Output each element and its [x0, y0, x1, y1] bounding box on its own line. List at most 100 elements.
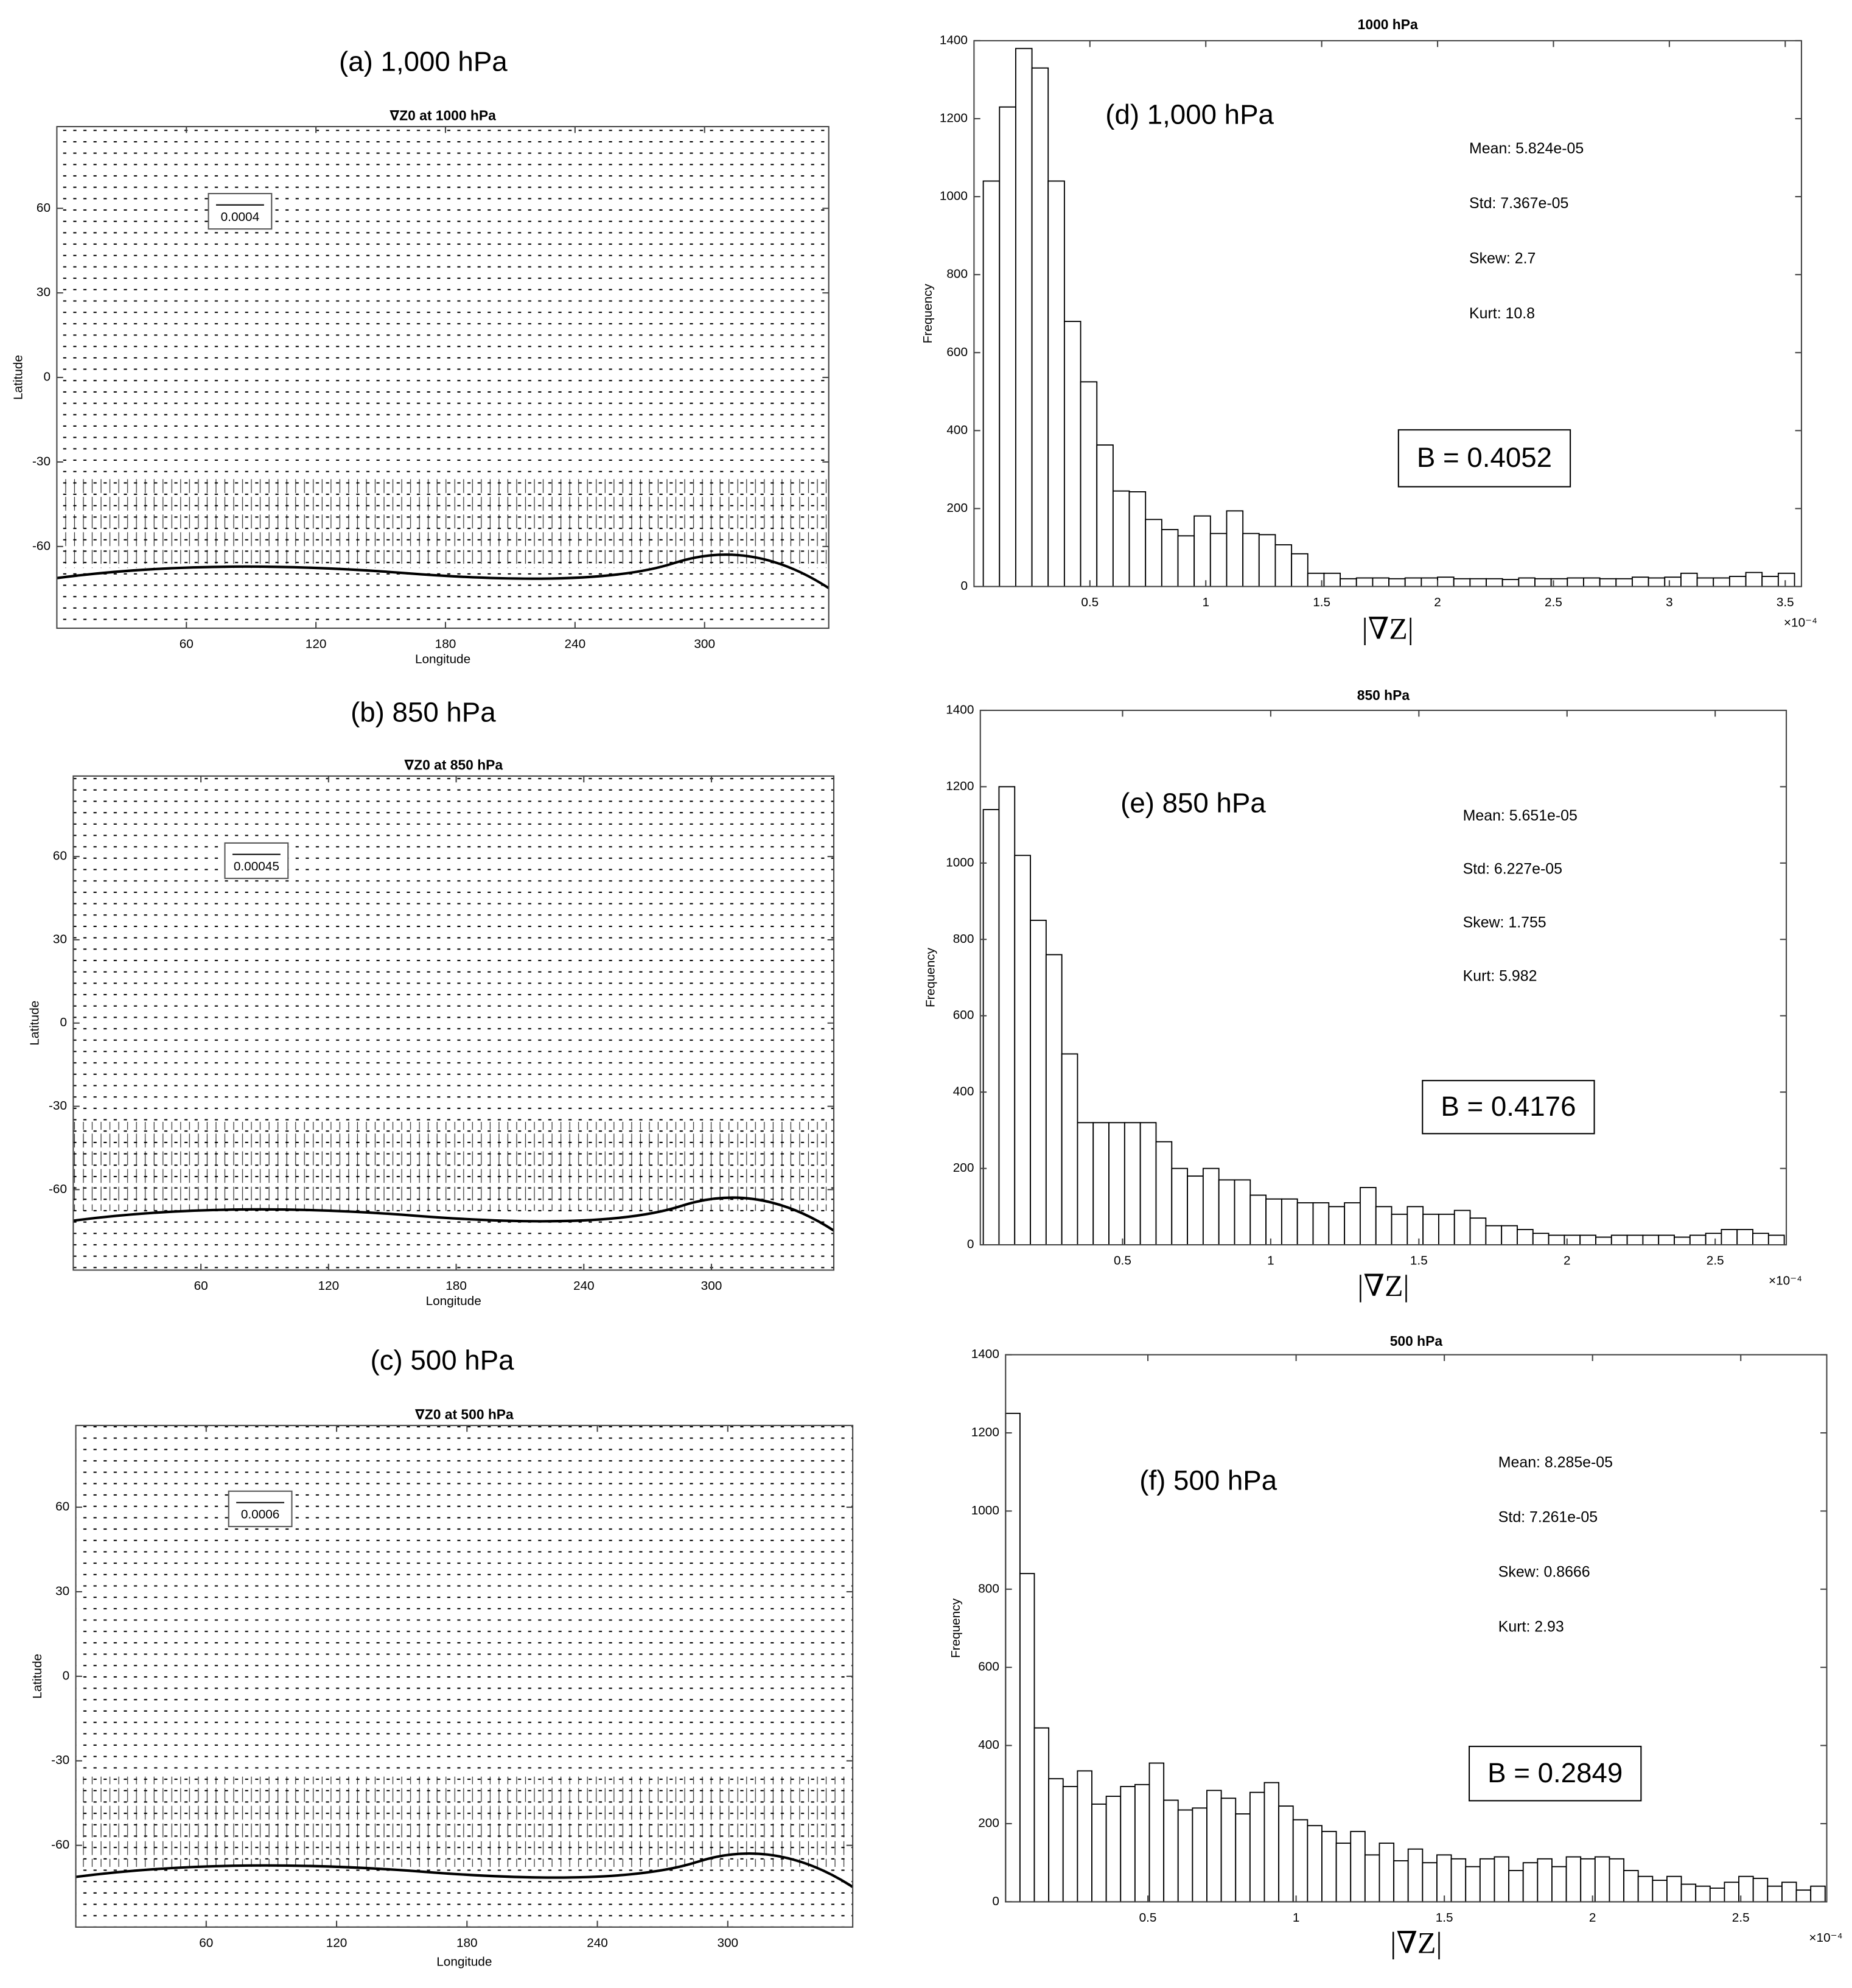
x-tick-label: 2.5 [1545, 595, 1562, 609]
bar [1689, 1234, 1707, 1245]
bar [1736, 1229, 1753, 1245]
bar [1265, 1198, 1282, 1245]
bar [1033, 1727, 1050, 1903]
bar [1379, 1843, 1395, 1903]
y-tick-label: 30 [37, 285, 51, 299]
y-tick-label: 1000 [971, 1503, 999, 1517]
x-tick-label: 180 [456, 1936, 478, 1950]
y-axis-label: Frequency [923, 947, 937, 1007]
y-tick-label: 600 [946, 345, 968, 359]
x-tick-label: 3.5 [1777, 595, 1794, 609]
bar [1177, 535, 1195, 587]
bar [1258, 534, 1276, 587]
bar [1404, 577, 1422, 587]
x-multiplier: ×10⁻⁴ [1784, 615, 1817, 629]
reference-box [224, 842, 289, 880]
bar [1810, 1885, 1826, 1903]
coastline [75, 1852, 854, 1888]
bar [1391, 1213, 1408, 1245]
x-tick-label: 60 [180, 637, 194, 651]
bar [1486, 578, 1503, 587]
y-tick-label: 1000 [940, 189, 968, 203]
y-axis-label: Latitude [12, 355, 26, 400]
bar [1340, 578, 1357, 587]
y-tick-label: 600 [953, 1008, 974, 1022]
x-axis-label: |∇Z| [1362, 612, 1414, 646]
bar [1713, 577, 1730, 587]
bar [1091, 1803, 1107, 1903]
bar [1202, 1167, 1220, 1245]
bar [1420, 577, 1438, 587]
bar [1061, 1053, 1078, 1245]
vector-field-south [73, 1122, 834, 1211]
bar [1019, 1573, 1035, 1903]
panel-label: (f) 500 hPa [1139, 1465, 1277, 1496]
bar [1274, 544, 1293, 587]
stat-text: Skew: 2.7 [1469, 250, 1536, 267]
bar [1015, 47, 1033, 587]
bar [1623, 1870, 1639, 1903]
x-multiplier: ×10⁻⁴ [1809, 1931, 1842, 1945]
bar [1005, 1412, 1021, 1903]
y-tick-label: 60 [53, 849, 67, 863]
annotation: B = 0.4176 [1441, 1091, 1576, 1122]
bar [1080, 381, 1098, 587]
x-tick-label: 300 [694, 637, 715, 651]
annotation: B = 0.4052 [1417, 442, 1552, 473]
bar [1242, 533, 1260, 587]
bar [1139, 1122, 1157, 1245]
bar [1161, 529, 1179, 587]
x-axis-label: Longitude [426, 1294, 481, 1308]
bar [1096, 444, 1114, 587]
bar [1518, 577, 1536, 587]
bar [999, 106, 1016, 587]
bar [1781, 1881, 1797, 1903]
x-tick-label: 240 [565, 637, 586, 651]
x-tick-label: 0.5 [1081, 595, 1099, 609]
x-tick-label: 60 [194, 1279, 208, 1293]
x-tick-label: 0.5 [1139, 1911, 1157, 1925]
bar [1652, 1880, 1668, 1903]
bar [1437, 576, 1455, 587]
bar [982, 180, 1001, 587]
x-tick-label: 2.5 [1732, 1911, 1750, 1925]
coastline [57, 553, 830, 589]
bar [1532, 1233, 1550, 1245]
bar [1777, 572, 1795, 587]
bar [1112, 490, 1130, 587]
bar [1407, 1848, 1424, 1903]
y-tick-label: 400 [946, 423, 968, 437]
bar [1307, 1825, 1323, 1903]
bar [1192, 1807, 1207, 1903]
panel-label: (e) 850 hPa [1120, 788, 1266, 819]
bar [1610, 1234, 1628, 1245]
y-tick-label: 0 [960, 579, 968, 593]
bar [1709, 1887, 1725, 1903]
bar [1105, 1796, 1122, 1903]
y-tick-label: 200 [946, 501, 968, 515]
bar [1522, 1862, 1539, 1903]
bar [1235, 1813, 1251, 1903]
bar [1359, 1187, 1377, 1245]
bar [1664, 576, 1682, 587]
bar [1171, 1167, 1189, 1245]
y-tick-label: -60 [51, 1838, 69, 1852]
y-tick-label: 0 [43, 370, 51, 384]
annotation-box [1469, 1746, 1642, 1802]
bar [1674, 1236, 1691, 1245]
bar [1534, 578, 1552, 587]
bar [1123, 1122, 1141, 1245]
y-tick-label: 400 [978, 1738, 999, 1752]
bar [1485, 1225, 1503, 1245]
bar [1450, 1858, 1467, 1903]
chart-title: ∇Z0 at 500 hPa [415, 1406, 514, 1422]
y-tick-label: 30 [53, 932, 67, 946]
y-tick-label: -60 [32, 539, 51, 553]
bar [1453, 1209, 1471, 1245]
bar [1350, 1830, 1366, 1903]
x-tick-label: 0.5 [1114, 1253, 1131, 1267]
bar [1355, 577, 1374, 587]
y-tick-label: 0 [992, 1894, 999, 1908]
bar [1120, 1786, 1136, 1903]
